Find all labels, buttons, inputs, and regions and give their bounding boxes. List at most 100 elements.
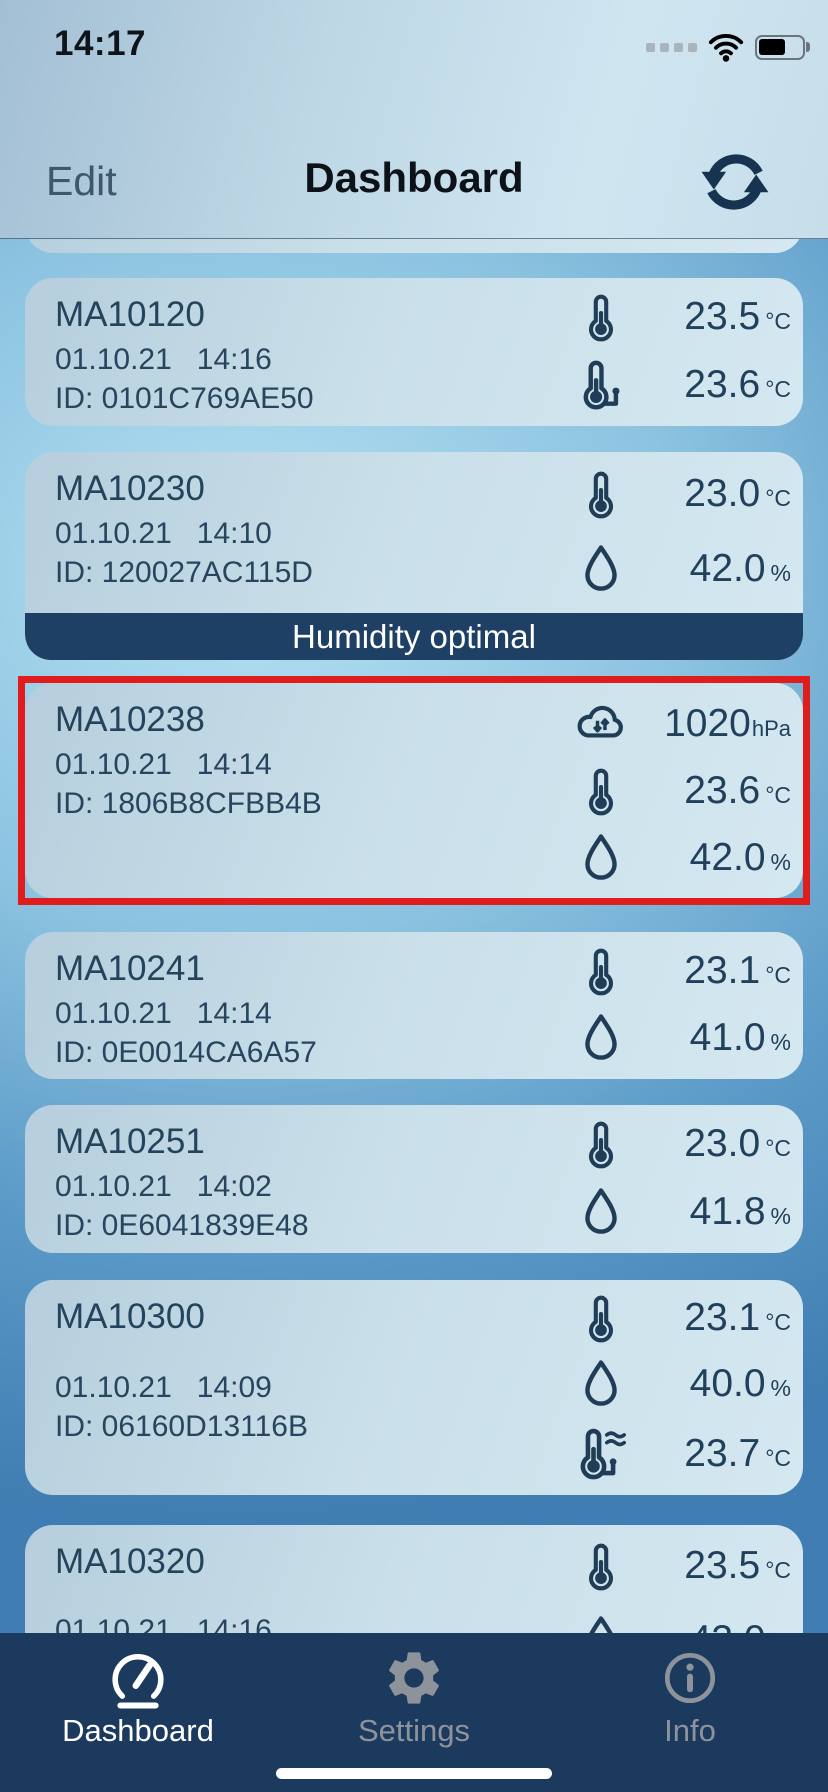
sensor-name: MA10320 — [55, 1542, 205, 1581]
value-number: 23.0 — [684, 472, 761, 516]
sensor-info: MA10241 01.10.21 14:14 ID: 0E0014CA6A57 — [55, 944, 317, 1072]
thermometer-icon — [561, 1540, 641, 1592]
value-number: 23.6 — [684, 363, 761, 406]
header: 14:17 Edit Dashboard — [0, 0, 828, 239]
sensor-info: MA10230 01.10.21 14:10 ID: 120027AC115D — [55, 464, 313, 592]
reading-row: 23.0 °C — [561, 1118, 791, 1170]
sensor-datetime: 01.10.21 14:14 — [55, 748, 272, 781]
sensor-id: ID: 120027AC115D — [55, 556, 313, 589]
sensor-id: ID: 1806B8CFBB4B — [55, 787, 322, 820]
sensor-id: ID: 0101C769AE50 — [55, 382, 314, 415]
value-unit: % — [770, 1203, 791, 1229]
value-number: 23.5 — [684, 295, 761, 338]
gear-icon — [381, 1645, 447, 1711]
value-number: 41.0 — [689, 1016, 766, 1060]
humidity-droplet-icon — [561, 1356, 641, 1412]
reading-row: 1020hPa — [561, 696, 791, 752]
reading-value: 23.0 °C — [641, 1122, 791, 1166]
selected-card-frame: MA10238 01.10.21 14:14 ID: 1806B8CFBB4B … — [18, 676, 810, 905]
value-unit: °C — [765, 961, 791, 988]
reading-row: 23.1 °C — [561, 1292, 791, 1344]
sensor-card-ma10241[interactable]: MA10241 01.10.21 14:14 ID: 0E0014CA6A57 … — [25, 932, 803, 1079]
value-unit: °C — [765, 781, 791, 808]
reading-value: 23.5 °C — [641, 1544, 791, 1588]
reading-value: 23.6 °C — [641, 769, 791, 813]
reading-value: 41.8% — [641, 1190, 791, 1234]
sensor-id: ID: 0E6041839E48 — [55, 1209, 309, 1242]
humidity-droplet-icon — [561, 1010, 641, 1066]
sensor-name: MA10120 — [55, 295, 205, 334]
value-unit: °C — [765, 376, 791, 402]
reading-value: 42.0% — [641, 836, 791, 880]
home-indicator[interactable] — [276, 1768, 552, 1779]
sensor-info: MA10120 01.10.21 14:16 ID: 0101C769AE50 — [55, 290, 314, 418]
thermometer-icon — [561, 468, 641, 520]
reading-row: 41.8% — [561, 1184, 791, 1240]
sensor-name: MA10238 — [55, 700, 205, 739]
value-number: 23.0 — [684, 1122, 761, 1165]
sensor-datetime: 01.10.21 14:02 — [55, 1170, 272, 1203]
wifi-icon — [708, 34, 743, 62]
value-unit: °C — [765, 1557, 791, 1583]
value-number: 42.0 — [689, 835, 766, 879]
tab-dashboard[interactable]: Dashboard — [0, 1633, 276, 1792]
edit-button[interactable]: Edit — [46, 158, 117, 204]
sensor-name: MA10230 — [55, 469, 205, 508]
sensor-info: MA10300 01.10.21 14:09 ID: 06160D13116B — [55, 1292, 308, 1446]
humidity-droplet-icon — [561, 1184, 641, 1240]
sensor-card-ma10120[interactable]: MA10120 01.10.21 14:16 ID: 0101C769AE50 … — [25, 278, 803, 426]
thermometer-icon — [561, 945, 641, 997]
sensor-info: MA10251 01.10.21 14:02 ID: 0E6041839E48 — [55, 1117, 309, 1245]
reading-value: 41.0% — [641, 1016, 791, 1060]
readings: 23.0 °C 41.8% — [561, 1105, 791, 1253]
reading-row: 23.5 °C — [561, 291, 791, 343]
value-number: 1020 — [664, 701, 751, 745]
status-icons — [645, 32, 810, 62]
value-number: 41.8 — [689, 1190, 766, 1233]
reading-row: 23.6 °C — [561, 765, 791, 817]
reading-row: 41.0% — [561, 1010, 791, 1066]
status-banner: Humidity optimal — [25, 613, 803, 660]
thermometer-icon — [561, 1118, 641, 1170]
tab-bar: Dashboard Settings Info — [0, 1633, 828, 1792]
value-number: 23.1 — [684, 948, 761, 992]
humidity-droplet-icon — [561, 830, 641, 886]
value-unit: hPa — [751, 715, 791, 741]
sensor-card-ma10251[interactable]: MA10251 01.10.21 14:02 ID: 0E6041839E48 … — [25, 1105, 803, 1253]
value-number: 23.6 — [684, 768, 761, 812]
reading-value: 23.6 °C — [641, 363, 791, 407]
readings: 23.1 °C 41.0% — [561, 932, 791, 1079]
tab-info[interactable]: Info — [552, 1633, 828, 1792]
reading-value: 23.7 °C — [641, 1432, 791, 1476]
pressure-cloud-icon — [561, 696, 641, 752]
gauge-icon — [105, 1645, 171, 1711]
reading-row: 23.5 °C — [561, 1529, 791, 1603]
value-number: 23.7 — [684, 1431, 761, 1475]
readings: 1020hPa 23.6 °C 42.0% — [561, 683, 791, 898]
sensor-card-ma10238[interactable]: MA10238 01.10.21 14:14 ID: 1806B8CFBB4B … — [25, 683, 803, 898]
battery-icon — [754, 34, 810, 60]
thermometer-icon — [561, 291, 641, 343]
value-unit: °C — [765, 1309, 791, 1336]
thermometer-waves-probe-icon — [561, 1425, 641, 1483]
value-unit: °C — [765, 485, 791, 512]
tab-settings[interactable]: Settings — [276, 1633, 552, 1792]
value-number: 23.1 — [684, 1296, 761, 1340]
cellular-signal-icon — [645, 42, 697, 52]
reading-value: 40.0% — [641, 1362, 791, 1406]
thermometer-icon — [561, 1292, 641, 1344]
value-unit: % — [770, 848, 791, 875]
reading-value: 23.1 °C — [641, 1296, 791, 1340]
value-unit: % — [770, 1029, 791, 1056]
sensor-card-ma10300[interactable]: MA10300 01.10.21 14:09 ID: 06160D13116B … — [25, 1280, 803, 1495]
tab-label: Settings — [357, 1713, 470, 1748]
reading-row: 23.0 °C — [561, 468, 791, 520]
sensor-id: ID: 0E0014CA6A57 — [55, 1036, 317, 1069]
sensor-card-ma10230[interactable]: MA10230 01.10.21 14:10 ID: 120027AC115D … — [25, 452, 803, 660]
refresh-button[interactable] — [694, 140, 776, 224]
humidity-droplet-icon — [561, 541, 641, 597]
readings: 23.0 °C 42.0% — [561, 452, 791, 613]
thermometer-icon — [561, 765, 641, 817]
sensor-datetime: 01.10.21 14:14 — [55, 997, 272, 1030]
readings: 23.1 °C 40.0% 23.7 °C — [561, 1280, 791, 1495]
